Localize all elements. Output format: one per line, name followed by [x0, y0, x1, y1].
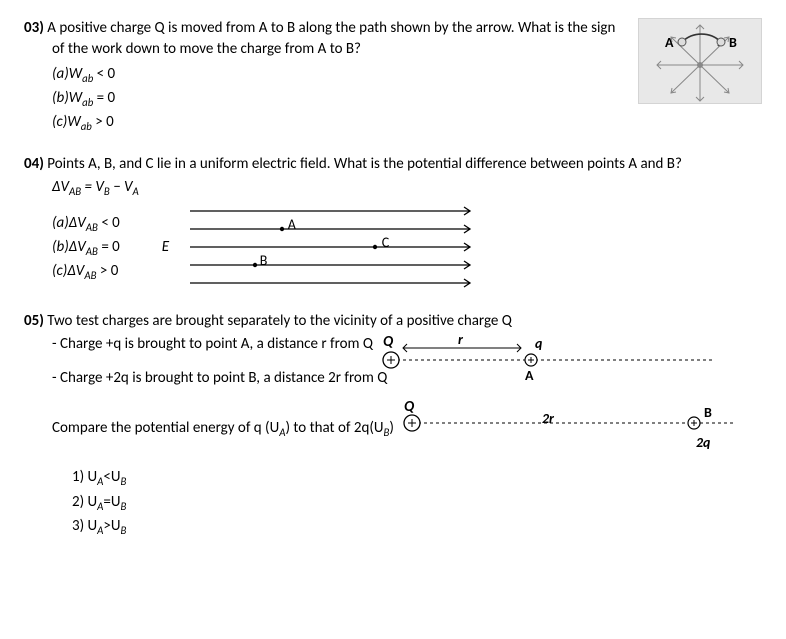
q3-prompt-text: A positive charge Q is moved from A to B… [47, 19, 615, 58]
q5a-r: r [458, 330, 463, 350]
question-3: A B 03) A positive charge Q is moved fro… [24, 18, 762, 136]
q3-figure-wrapper: A B [638, 18, 762, 104]
q4-option-b: (b)ΔVAB = 0 [52, 237, 120, 259]
q5-body: - Charge +q is brought to point A, a dis… [24, 334, 762, 537]
q5-compare: Compare the potential energy of q (UA) t… [52, 418, 394, 440]
q5-option-1: 1) UA<UB [72, 467, 762, 489]
q3-figure: A B [638, 18, 762, 104]
q3-number: 03) [24, 19, 44, 37]
charge-diagram-a-icon [373, 330, 723, 384]
q4-body: ΔVAB = VB − VA (a)ΔVAB < 0 (b)ΔVAB = 0 (… [24, 177, 762, 293]
q5-prompt-text: Two test charges are brought separately … [47, 312, 512, 330]
q5b-B: B [704, 403, 712, 423]
q3-label-A: A [665, 33, 673, 53]
q4-label-E: E [162, 237, 169, 258]
q5-figure-a: Q r q A [373, 330, 723, 372]
q4-number: 04) [24, 155, 44, 173]
question-5: 05) Two test charges are brought separat… [24, 311, 762, 537]
q5-figure-b: Q 2r B 2q [394, 401, 744, 457]
charge-diagram-b-icon [394, 401, 744, 457]
q4-prompt: 04) Points A, B, and C lie in a uniform … [24, 154, 762, 175]
q5-prompt: 05) Two test charges are brought separat… [24, 311, 762, 332]
question-4: 04) Points A, B, and C lie in a uniform … [24, 154, 762, 293]
q4-option-c: (c)ΔVAB > 0 [52, 261, 120, 283]
q5b-2r: 2r [542, 409, 554, 429]
q4-options: (a)ΔVAB < 0 (b)ΔVAB = 0 (c)ΔVAB > 0 [52, 213, 120, 283]
q4-formula: ΔVAB = VB − VA [52, 177, 762, 199]
q5-line-b: - Charge +2q is brought to point B, a di… [52, 368, 387, 389]
q5a-Q: Q [383, 332, 393, 353]
q5-line-a: - Charge +q is brought to point A, a dis… [52, 334, 373, 355]
q5b-Q: Q [404, 397, 414, 418]
q5-number: 05) [24, 312, 44, 330]
q5-options: 1) UA<UB 2) UA=UB 3) UA>UB [52, 467, 762, 537]
q5-option-3: 3) UA>UB [72, 516, 762, 538]
q3-option-c: (c)Wab > 0 [52, 112, 762, 134]
q5b-2q: 2q [696, 433, 711, 453]
q4-label-C: C [382, 233, 389, 253]
radial-field-icon [639, 19, 761, 103]
q4-prompt-text: Points A, B, and C lie in a uniform elec… [47, 155, 682, 173]
q4-label-A: A [288, 215, 296, 235]
q4-figure: E A B C [150, 201, 490, 293]
q3-label-B: B [729, 33, 737, 53]
q4-label-B: B [260, 251, 268, 271]
q4-option-a: (a)ΔVAB < 0 [52, 213, 120, 235]
q5-option-2: 2) UA=UB [72, 492, 762, 514]
q5a-q: q [535, 334, 542, 354]
q5a-A: A [525, 366, 533, 386]
uniform-field-icon [150, 201, 490, 293]
